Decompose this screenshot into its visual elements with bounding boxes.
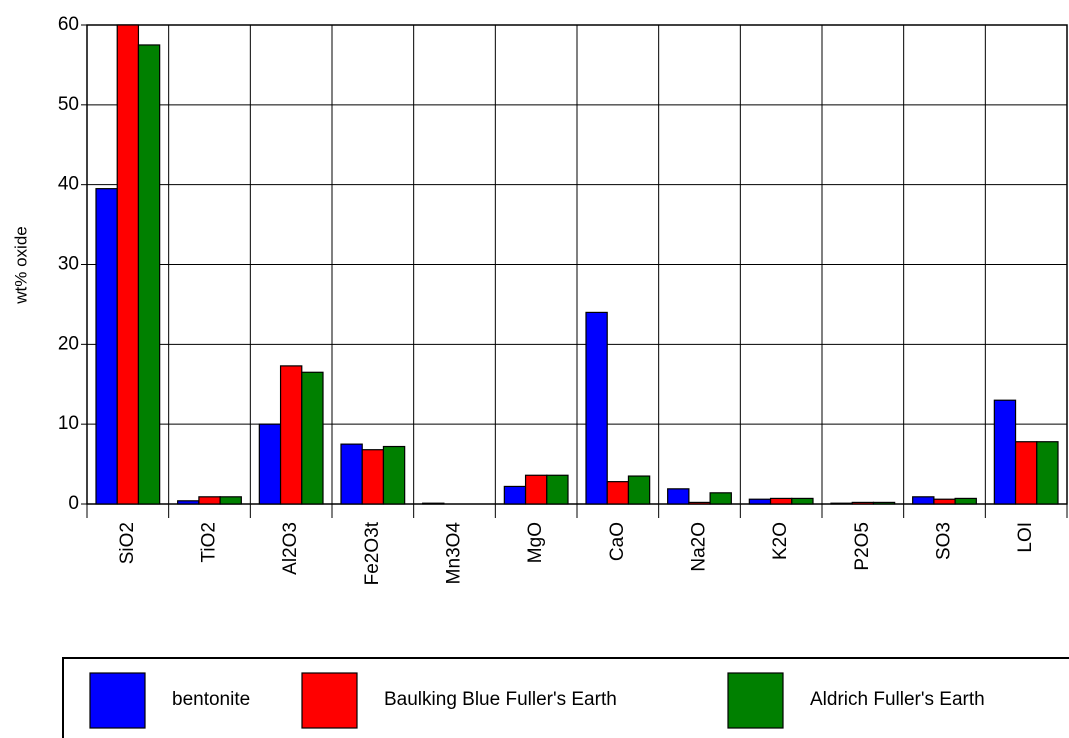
legend-box (62, 657, 1069, 738)
bar (279, 365, 303, 505)
bar (116, 24, 140, 505)
bar (954, 497, 977, 505)
y-tick-label: 50 (58, 94, 79, 115)
x-tick-label: Mn3O4 (444, 522, 465, 585)
bar (1014, 441, 1038, 505)
bar (993, 399, 1017, 505)
x-tick-label: SiO2 (117, 522, 138, 564)
bar (137, 44, 161, 505)
x-tick-label: Na2O (689, 522, 710, 572)
x-tick-label: LOI (1015, 522, 1036, 553)
y-tick-label: 40 (58, 174, 79, 195)
bar (667, 488, 690, 505)
x-tick-label: Al2O3 (280, 522, 301, 575)
x-tick-label: MgO (525, 522, 546, 563)
x-tick-label: TiO2 (199, 522, 220, 562)
y-tick-label: 0 (68, 493, 79, 514)
bar (1036, 441, 1059, 505)
bar (709, 492, 732, 505)
legend-label: Baulking Blue Fuller's Earth (384, 689, 617, 710)
y-tick-label: 20 (58, 333, 79, 354)
bar (912, 496, 935, 505)
x-tick-label: P2O5 (852, 522, 873, 571)
bar (791, 497, 814, 505)
x-tick-label: SO3 (934, 522, 955, 560)
x-tick-label: CaO (607, 522, 628, 561)
bar (585, 311, 608, 505)
legend-label: Aldrich Fuller's Earth (810, 689, 985, 710)
legend-swatch (89, 672, 146, 729)
bar (219, 496, 242, 505)
x-tick-label: K2O (770, 522, 791, 560)
bar (340, 443, 363, 505)
bar (361, 449, 385, 505)
y-tick-label: 30 (58, 254, 79, 275)
bar (95, 188, 118, 505)
bar (301, 371, 324, 505)
bar (503, 485, 527, 505)
bar (524, 474, 548, 505)
x-tick-label: Fe2O3t (362, 521, 383, 585)
bar (546, 474, 569, 505)
bar (748, 498, 772, 505)
bar (933, 498, 956, 505)
bar (258, 423, 282, 505)
bar (627, 475, 651, 505)
bar (769, 497, 793, 505)
legend-swatch (301, 672, 358, 729)
y-tick-label: 10 (58, 413, 79, 434)
y-axis-label: wt% oxide (11, 226, 30, 304)
legend-swatch (727, 672, 784, 729)
bar (198, 496, 221, 505)
y-tick-label: 60 (58, 14, 79, 35)
bar (382, 445, 406, 505)
bar (606, 481, 630, 505)
legend-label: bentonite (172, 689, 250, 710)
